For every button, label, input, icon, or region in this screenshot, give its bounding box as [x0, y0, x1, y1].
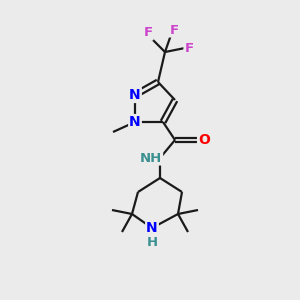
Text: N: N [129, 88, 141, 102]
Text: F: F [184, 41, 194, 55]
Text: O: O [198, 133, 210, 147]
Text: F: F [169, 23, 178, 37]
Text: N: N [129, 115, 141, 129]
Text: N: N [146, 221, 158, 235]
Text: H: H [146, 236, 158, 248]
Text: F: F [143, 26, 153, 40]
Text: NH: NH [140, 152, 162, 164]
